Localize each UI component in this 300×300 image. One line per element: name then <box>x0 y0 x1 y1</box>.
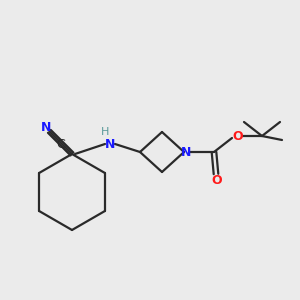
Text: N: N <box>181 146 191 158</box>
Text: C: C <box>56 138 65 151</box>
Text: O: O <box>233 130 243 142</box>
Text: N: N <box>105 137 115 151</box>
Text: H: H <box>101 127 109 137</box>
Text: N: N <box>41 121 52 134</box>
Text: O: O <box>212 175 222 188</box>
